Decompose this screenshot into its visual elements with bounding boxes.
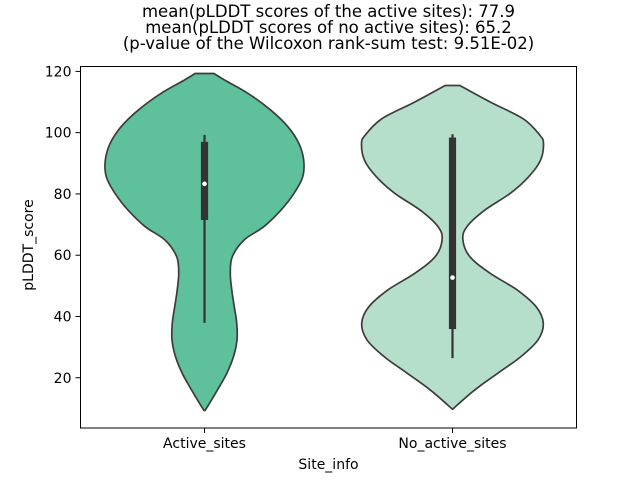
title-line-2: mean(pLDDT scores of no active sites): 6… — [145, 18, 512, 37]
y-tick-label: 80 — [54, 187, 72, 203]
y-tick-label: 100 — [45, 126, 72, 142]
y-tick-label: 20 — [54, 371, 72, 387]
violins-layer — [104, 72, 545, 412]
x-axis: Active_sites No_active_sites — [163, 428, 507, 452]
title-line-1: mean(pLDDT scores of the active sites): … — [142, 2, 515, 21]
boxplot-iqr-box — [200, 141, 209, 220]
y-axis: 20 40 60 80 100 120 — [45, 64, 81, 387]
y-tick-label: 120 — [45, 64, 72, 80]
x-tick-label: Active_sites — [163, 436, 246, 452]
x-tick-label: No_active_sites — [398, 436, 506, 452]
boxplot-median-dot — [450, 275, 455, 280]
plot-title: mean(pLDDT scores of the active sites): … — [123, 2, 534, 53]
y-tick-label: 60 — [54, 248, 72, 264]
boxplot-median-dot — [202, 181, 207, 187]
axes-frame — [80, 66, 577, 429]
title-line-3: (p-value of the Wilcoxon rank-sum test: … — [123, 34, 534, 53]
y-tick-label: 40 — [54, 309, 72, 325]
boxplot-iqr-box — [448, 137, 457, 330]
y-axis-label: pLDDT_score — [21, 199, 37, 290]
x-axis-label: Site_info — [298, 457, 358, 473]
